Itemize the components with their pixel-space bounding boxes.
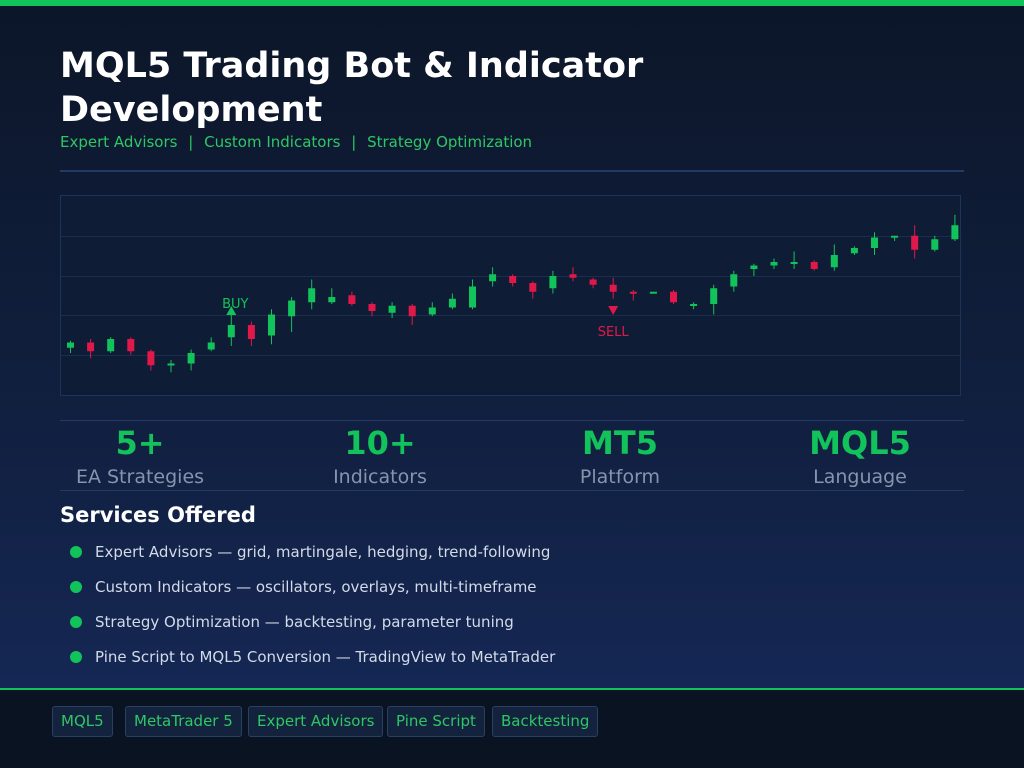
tag-mql5[interactable]: MQL5 [52,706,113,737]
service-item-text: Strategy Optimization — backtesting, par… [95,613,514,631]
candle-body-up [268,314,275,336]
stat-value: MT5 [582,424,658,462]
candle-body-up [428,307,436,315]
stat-indicators: 10+ Indicators [280,424,480,490]
stat-language: MQL5 Language [760,424,960,490]
service-item: Pine Script to MQL5 Conversion — Trading… [70,647,555,667]
service-item-text: Pine Script to MQL5 Conversion — Trading… [95,648,556,666]
candle-body-down [147,351,155,366]
candle-body-up [951,225,959,240]
candle-body-down [810,262,818,269]
candle-body-up [730,274,738,287]
candle-body-down [247,325,255,339]
bullet-dot-icon [70,651,82,663]
candle-body-up [489,274,497,282]
services-heading: Services Offered [60,503,256,527]
candle-body-down [629,291,637,294]
stat-value: MQL5 [809,424,911,462]
candle-body-up [871,237,878,248]
subtitle-separator: | [188,133,194,151]
service-item: Strategy Optimization — backtesting, par… [70,612,514,632]
service-item: Custom Indicators — oscillators, overlay… [70,577,537,597]
stat-platform: MT5 Platform [520,424,720,490]
candle-body-down [127,339,135,352]
candle-body-up [850,248,858,254]
tag-pine-script[interactable]: Pine Script [387,706,485,737]
subtitle-custom-indicators: Custom Indicators [204,133,341,151]
page-title: MQL5 Trading Bot & Indicator Development [60,46,644,130]
candle-body-up [549,276,557,289]
candle-body-up [649,291,657,294]
tag-metatrader-5[interactable]: MetaTrader 5 [125,706,242,737]
candle-body-up [288,300,296,317]
candlestick-chart: BUY SELL [60,195,961,396]
candle-body-up [790,262,798,264]
candle-body-up [308,288,316,303]
candlestick-chart-svg: BUY SELL [61,214,960,373]
buy-signal-label: BUY [222,297,248,312]
sell-signal-label: SELL [598,325,630,340]
stat-value: 10+ [344,424,416,462]
subtitle: Expert Advisors | Custom Indicators | St… [60,133,532,151]
subtitle-strategy-optimization: Strategy Optimization [367,133,533,151]
candle-body-up [931,239,939,250]
stat-label: Platform [579,466,661,488]
candle-body-up [690,304,698,306]
candle-body-down [670,291,677,303]
candle-body-down [589,279,597,285]
bullet-dot-icon [70,581,82,593]
candle-body-down [509,276,517,283]
candle-body-up [167,363,175,366]
footer-accent-line [0,688,1024,690]
header-divider [60,170,964,172]
candle-body-down [609,284,617,292]
sell-arrow-icon [608,306,619,315]
candle-body-down [569,274,577,278]
bullet-dot-icon [70,616,82,628]
stats-divider-bottom [60,490,964,491]
bullet-dot-icon [70,546,82,558]
candle-body-up [107,339,115,352]
candle-body-up [469,286,476,308]
tag-expert-advisors[interactable]: Expert Advisors [248,706,384,737]
service-item-text: Expert Advisors — grid, martingale, hedg… [95,543,551,561]
subtitle-expert-advisors: Expert Advisors [60,133,178,151]
candle-body-up [448,298,456,308]
stat-label: Indicators [333,466,427,488]
candle-body-up [750,265,758,269]
candle-body-up [710,288,718,304]
candle-body-up [770,262,778,266]
candle-body-down [348,295,356,304]
stats-divider-top [60,420,964,421]
buy-arrow-icon [226,306,237,315]
stat-label: EA Strategies [75,466,205,488]
top-accent-bar [0,0,1024,6]
candle-body-up [891,235,899,238]
subtitle-separator: | [351,133,357,151]
stat-ea-strategies: 5+ EA Strategies [40,424,240,490]
stat-value: 5+ [115,424,165,462]
service-item-text: Custom Indicators — oscillators, overlay… [95,578,537,596]
candle-body-up [67,342,74,348]
candle-body-down [911,235,919,250]
candle-body-up [328,297,336,303]
candle-body-down [87,342,95,352]
candle-body-down [368,304,376,311]
service-item: Expert Advisors — grid, martingale, hedg… [70,542,550,562]
candle-body-up [187,353,195,364]
candle-body-down [529,283,537,292]
candle-body-up [207,342,215,350]
candle-body-up [830,255,838,268]
candle-body-up [227,325,235,338]
tag-backtesting[interactable]: Backtesting [492,706,599,737]
candle-body-up [388,305,396,313]
candle-body-down [408,305,416,317]
stat-label: Language [813,466,907,488]
